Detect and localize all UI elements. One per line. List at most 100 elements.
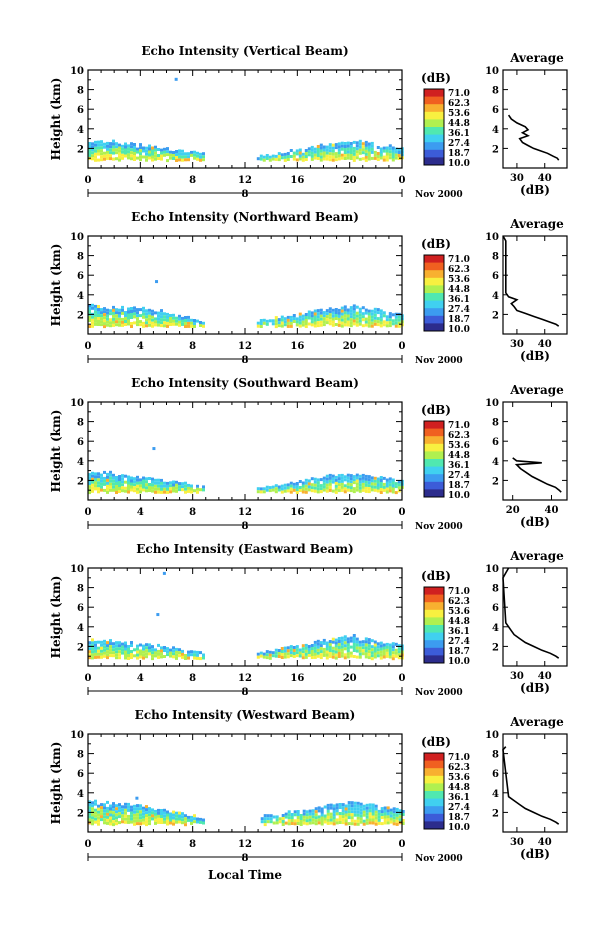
echo-cell bbox=[308, 809, 312, 813]
echo-cell bbox=[397, 644, 401, 648]
echo-cell bbox=[157, 652, 160, 656]
echo-cell bbox=[94, 820, 97, 824]
echo-cell bbox=[151, 483, 154, 487]
echo-cell bbox=[88, 803, 91, 807]
echo-cell bbox=[271, 485, 275, 489]
echo-cell bbox=[355, 150, 359, 154]
isolated-echo bbox=[162, 571, 166, 575]
echo-cell bbox=[136, 490, 139, 494]
profile-y-tick-label: 2 bbox=[492, 144, 499, 155]
echo-cell bbox=[287, 810, 291, 814]
echo-cell bbox=[361, 479, 365, 483]
echo-cell bbox=[307, 645, 311, 648]
echo-cell bbox=[289, 487, 293, 491]
echo-cell bbox=[295, 648, 299, 652]
echo-cell bbox=[184, 481, 187, 485]
echo-cell bbox=[383, 818, 387, 822]
echo-cell bbox=[103, 815, 106, 819]
echo-cell bbox=[262, 318, 266, 322]
echo-cell bbox=[268, 155, 272, 159]
echo-cell bbox=[361, 306, 365, 310]
echo-cell bbox=[388, 324, 392, 328]
echo-cell bbox=[88, 641, 91, 645]
colorbar-tick-label: 71.0 bbox=[448, 421, 470, 431]
echo-cell bbox=[286, 655, 290, 659]
echo-cell bbox=[329, 818, 333, 822]
echo-cell bbox=[139, 478, 142, 482]
echo-cell bbox=[151, 318, 154, 322]
echo-cell bbox=[322, 317, 326, 321]
echo-cell bbox=[350, 804, 354, 808]
echo-cell bbox=[362, 810, 366, 814]
echo-cell bbox=[142, 479, 145, 483]
colorbar-tick-label: 10.0 bbox=[448, 823, 470, 833]
echo-cell bbox=[259, 654, 263, 658]
echo-cell bbox=[379, 641, 383, 645]
echo-cell bbox=[373, 310, 377, 314]
echo-cell bbox=[383, 812, 387, 816]
echo-cell bbox=[364, 640, 368, 644]
echo-cell bbox=[337, 474, 341, 478]
echo-cell bbox=[112, 642, 115, 646]
echo-cell bbox=[367, 154, 371, 158]
echo-cell bbox=[130, 316, 133, 319]
echo-cell bbox=[103, 310, 106, 314]
echo-cell bbox=[154, 148, 157, 152]
echo-cell bbox=[103, 319, 106, 323]
colorbar-tick-label: 27.4 bbox=[448, 305, 470, 315]
day-label: 8 bbox=[242, 521, 249, 532]
echo-cell bbox=[352, 475, 356, 479]
echo-cell bbox=[340, 645, 344, 649]
echo-cell bbox=[355, 488, 359, 492]
echo-cell bbox=[337, 142, 341, 146]
echo-cell bbox=[331, 323, 335, 327]
echo-cell bbox=[280, 324, 284, 328]
echo-cell bbox=[391, 648, 395, 652]
echo-cell bbox=[370, 150, 374, 154]
echo-cell bbox=[350, 816, 354, 820]
echo-cell bbox=[302, 818, 306, 822]
echo-cell bbox=[109, 148, 112, 152]
echo-cell bbox=[283, 155, 287, 159]
colorbar-swatch bbox=[424, 443, 444, 452]
colorbar-swatch bbox=[424, 134, 444, 143]
echo-cell bbox=[94, 487, 97, 491]
echo-cell bbox=[307, 651, 311, 654]
echo-cell bbox=[202, 821, 205, 825]
echo-cell bbox=[346, 473, 350, 477]
echo-cell bbox=[358, 139, 362, 143]
colorbar-tick-label: 44.8 bbox=[448, 451, 470, 461]
echo-cell bbox=[301, 490, 305, 494]
echo-cell bbox=[323, 814, 327, 818]
echo-cell bbox=[382, 646, 386, 650]
echo-cell bbox=[287, 816, 291, 820]
echo-cell bbox=[91, 489, 94, 493]
echo-cell bbox=[310, 148, 314, 152]
echo-cell bbox=[370, 321, 374, 325]
echo-cell bbox=[394, 491, 398, 495]
echo-cell bbox=[346, 640, 350, 644]
echo-cell bbox=[133, 813, 136, 817]
echo-cell bbox=[154, 157, 157, 161]
echo-cell bbox=[154, 151, 157, 155]
echo-cell bbox=[385, 321, 389, 325]
echo-cell bbox=[118, 803, 121, 807]
echo-cell bbox=[355, 156, 359, 160]
echo-cell bbox=[130, 808, 133, 812]
echo-cell bbox=[265, 650, 269, 654]
echo-cell bbox=[326, 803, 330, 807]
echo-cell bbox=[118, 806, 121, 810]
echo-cell bbox=[386, 812, 390, 816]
colorbar-swatch bbox=[424, 783, 444, 792]
echo-cell bbox=[388, 153, 392, 157]
echo-cell bbox=[340, 309, 344, 313]
echo-cell bbox=[358, 655, 362, 659]
echo-cell bbox=[139, 308, 142, 312]
echo-cell bbox=[145, 321, 148, 325]
echo-cell bbox=[286, 489, 290, 493]
y-tick-label: 10 bbox=[70, 564, 84, 575]
echo-cell bbox=[175, 811, 178, 815]
echo-cell bbox=[121, 483, 124, 487]
echo-cell bbox=[172, 154, 175, 157]
echo-cell bbox=[319, 641, 323, 645]
